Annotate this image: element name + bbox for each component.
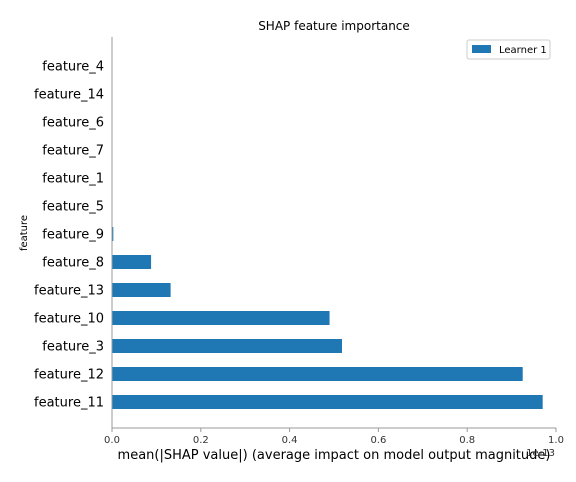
y-tick-label-feature_10: feature_10: [34, 312, 104, 327]
x-tick-label: 0.0: [104, 435, 120, 446]
y-tick-label-feature_3: feature_3: [42, 340, 104, 355]
bar-feature_10: [112, 311, 330, 325]
y-tick-label-feature_13: feature_13: [34, 284, 104, 299]
y-tick-label-feature_12: feature_12: [34, 368, 104, 383]
y-axis-label: feature: [19, 215, 30, 251]
y-tick-label-feature_5: feature_5: [42, 200, 104, 215]
x-ticks: 0.0 0.2 0.4 0.6 0.8 1.0: [104, 428, 564, 446]
chart-title: SHAP feature importance: [258, 19, 410, 33]
y-tick-label-feature_7: feature_7: [42, 144, 104, 159]
y-tick-label-feature_9: feature_9: [42, 228, 104, 243]
bar-feature_9: [112, 227, 114, 241]
x-axis-scale-label: 1e-13: [526, 448, 555, 459]
x-axis-label: mean(|SHAP value|) (average impact on mo…: [118, 448, 551, 463]
bar-feature_13: [112, 283, 171, 297]
x-tick-label: 0.6: [370, 435, 386, 446]
x-tick-label: 0.8: [459, 435, 475, 446]
y-tick-label-feature_8: feature_8: [42, 256, 104, 271]
bars-group: [112, 227, 543, 409]
y-tick-label-feature_6: feature_6: [42, 116, 104, 131]
legend-label: Learner 1: [499, 45, 547, 56]
legend-frame: [466, 39, 551, 60]
legend: Learner 1: [466, 39, 551, 60]
y-tick-labels: feature_4 feature_14 feature_6 feature_7fea…: [34, 60, 104, 411]
bar-feature_11: [112, 395, 543, 409]
bar-feature_3: [112, 339, 342, 353]
x-tick-label: 0.4: [282, 435, 298, 446]
y-tick-label-feature_14: feature_14: [34, 88, 104, 103]
x-tick-label: 0.2: [193, 435, 209, 446]
bar-feature_8: [112, 255, 152, 269]
x-tick-label: 1.0: [548, 435, 564, 446]
y-tick-label-feature_4: feature_4: [42, 60, 104, 75]
bar-feature_12: [112, 367, 523, 381]
y-tick-label-feature_1: feature_1: [42, 172, 104, 187]
y-tick-label-feature_11: feature_11: [34, 396, 104, 411]
legend-swatch: [472, 45, 491, 53]
